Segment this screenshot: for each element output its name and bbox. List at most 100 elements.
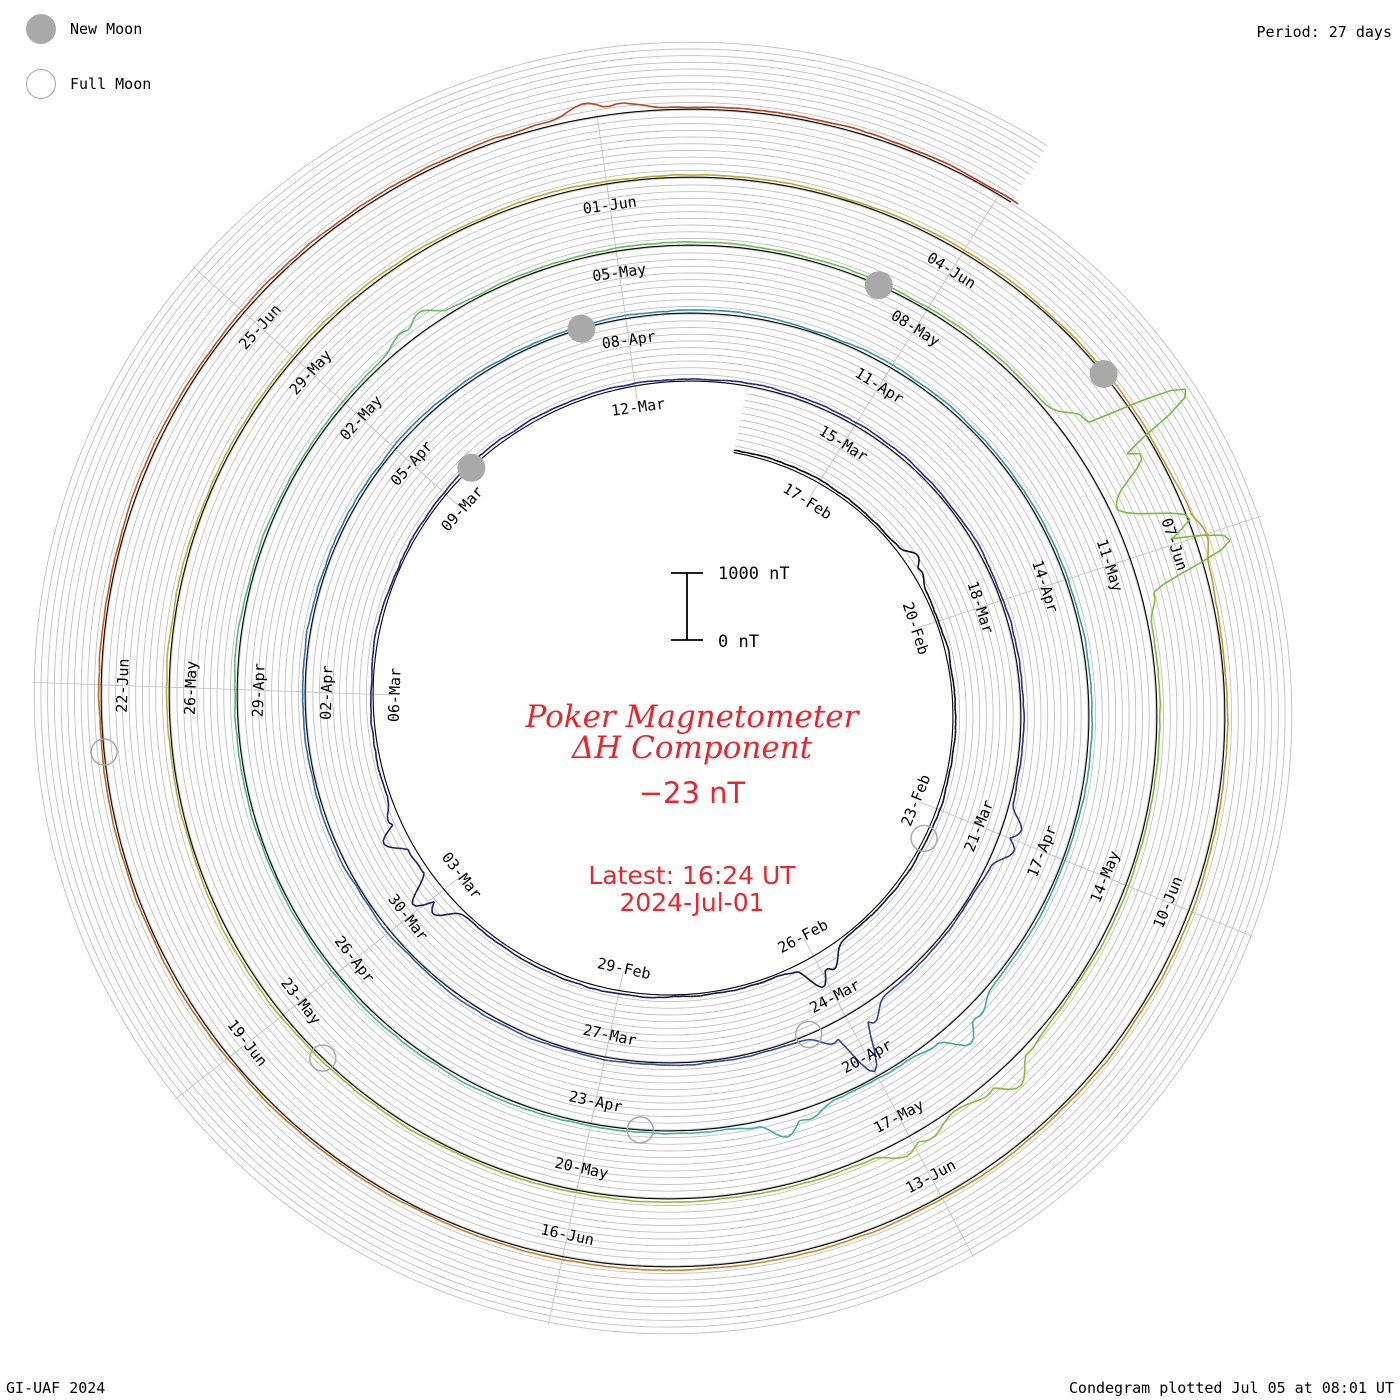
data-trace-segment <box>570 1120 577 1124</box>
data-trace-segment <box>931 231 938 236</box>
data-trace-segment <box>516 1248 524 1252</box>
new-moon-marker <box>457 453 486 482</box>
data-trace-segment <box>919 382 924 387</box>
data-trace-segment <box>1107 927 1112 934</box>
data-trace-segment <box>980 549 984 554</box>
data-trace-segment <box>832 967 837 971</box>
data-trace-segment <box>918 1206 926 1212</box>
data-trace-segment <box>324 562 328 567</box>
data-trace-segment <box>358 489 363 495</box>
data-trace-segment <box>935 942 939 947</box>
data-trace-segment <box>942 797 945 801</box>
data-trace-segment <box>814 401 819 405</box>
data-trace-segment <box>515 954 519 958</box>
data-trace-segment <box>236 309 243 317</box>
data-trace-segment <box>338 856 342 862</box>
data-trace-segment <box>187 539 192 546</box>
data-trace-segment <box>951 749 955 754</box>
data-trace-segment <box>407 1127 414 1133</box>
data-trace-segment <box>362 897 367 902</box>
data-trace-segment <box>286 1120 293 1127</box>
data-trace-segment <box>966 899 970 904</box>
data-trace-segment <box>900 547 904 552</box>
data-trace-segment <box>873 1019 878 1024</box>
data-trace-segment <box>1069 587 1073 593</box>
date-label: 26-May <box>181 660 201 715</box>
radial-gridline <box>174 1044 246 1100</box>
data-trace-segment <box>909 460 914 465</box>
data-trace-segment <box>125 511 129 519</box>
data-trace-segment <box>1197 887 1202 894</box>
data-trace-segment <box>552 973 557 977</box>
data-trace-segment <box>887 894 892 898</box>
data-trace-segment <box>504 1244 512 1248</box>
data-trace-segment <box>771 317 777 321</box>
data-trace-segment <box>270 512 275 518</box>
data-trace-segment <box>874 1064 878 1072</box>
data-trace-segment <box>366 1181 373 1186</box>
data-trace-segment <box>400 557 404 562</box>
data-trace-segment <box>218 1047 224 1054</box>
data-trace-segment <box>1075 605 1079 611</box>
data-trace-segment <box>321 570 325 576</box>
grid-spiral <box>33 41 1293 1335</box>
data-trace-segment <box>1052 317 1059 323</box>
data-trace-segment <box>1017 653 1020 658</box>
data-trace-segment <box>539 1040 544 1044</box>
data-trace-segment <box>410 319 415 326</box>
data-trace-segment <box>670 309 676 312</box>
data-trace-segment <box>797 254 804 257</box>
data-trace-segment <box>118 844 122 852</box>
data-trace-segment <box>138 472 143 480</box>
data-trace-segment <box>778 974 783 977</box>
data-trace-segment <box>333 537 337 542</box>
data-trace-segment <box>452 994 458 999</box>
data-trace-segment <box>979 434 984 440</box>
data-trace-segment <box>895 1218 903 1223</box>
data-trace-segment <box>470 1006 476 1010</box>
data-trace-segment <box>246 586 249 592</box>
data-trace-segment <box>615 1129 621 1132</box>
data-trace-segment <box>316 1055 322 1061</box>
data-trace-segment <box>800 469 805 473</box>
data-trace-segment <box>167 734 171 741</box>
data-trace-segment <box>597 389 602 393</box>
data-trace-segment <box>913 299 919 304</box>
data-trace-segment <box>1079 413 1085 420</box>
data-trace-segment <box>431 503 436 508</box>
data-trace-segment <box>221 927 226 934</box>
data-trace-segment <box>1129 875 1134 882</box>
data-trace-segment <box>427 509 432 514</box>
data-trace-segment <box>948 768 951 773</box>
data-trace-segment <box>1138 1008 1144 1016</box>
data-trace-segment <box>1084 638 1087 644</box>
data-trace-segment <box>628 994 633 997</box>
data-trace-segment <box>813 258 819 261</box>
data-trace-segment <box>631 244 638 247</box>
data-trace-segment <box>1010 1087 1018 1091</box>
data-trace-segment <box>658 241 665 245</box>
data-trace-segment <box>790 1254 798 1258</box>
data-trace-segment <box>284 260 291 267</box>
data-trace-segment <box>907 374 913 379</box>
data-trace-segment <box>518 956 522 960</box>
data-trace-segment <box>1120 1035 1126 1043</box>
data-trace-segment <box>760 246 767 250</box>
data-trace-segment <box>357 287 363 294</box>
data-trace-segment <box>1145 821 1149 828</box>
data-trace-segment <box>948 926 952 932</box>
data-trace-segment <box>601 990 606 993</box>
data-trace-segment <box>477 1010 483 1015</box>
data-trace-segment <box>882 994 887 999</box>
data-trace-segment <box>923 304 929 309</box>
data-trace-segment <box>1084 786 1087 792</box>
data-trace-segment <box>1105 1056 1111 1063</box>
data-trace-segment <box>967 528 972 534</box>
data-trace-segment <box>551 406 557 410</box>
data-trace-segment <box>736 380 742 383</box>
data-trace-segment <box>866 514 871 519</box>
data-trace-segment <box>1083 418 1090 423</box>
data-trace-segment <box>433 237 440 243</box>
data-trace-segment <box>979 259 986 265</box>
